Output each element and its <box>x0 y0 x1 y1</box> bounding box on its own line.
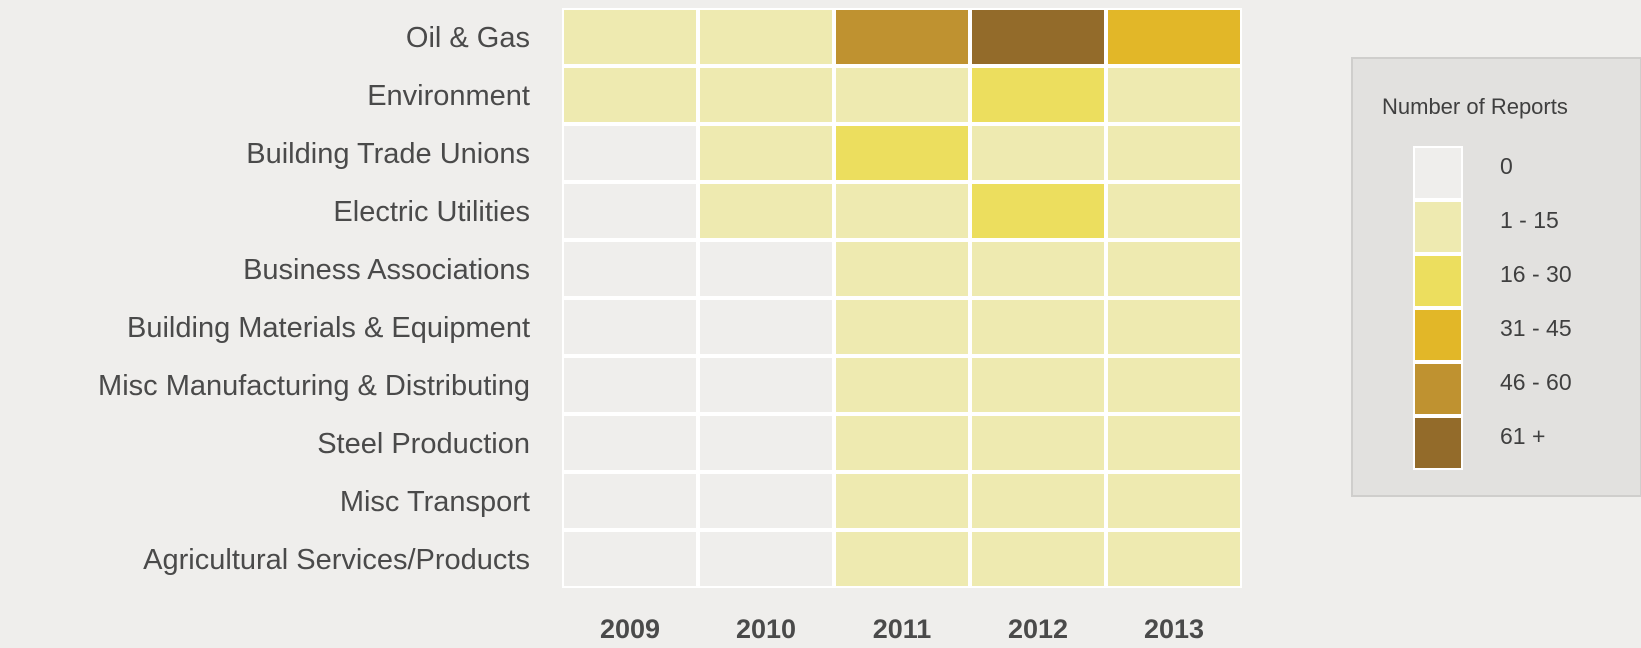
heatmap-cell <box>564 184 696 238</box>
heatmap-cell <box>1108 300 1240 354</box>
heatmap-cell <box>972 242 1104 296</box>
heatmap-cell <box>700 184 832 238</box>
heatmap-cell <box>1108 184 1240 238</box>
legend-items: 0 1 - 15 16 - 30 31 - 45 46 - 60 61 + <box>1413 146 1572 470</box>
heatmap-cell <box>972 126 1104 180</box>
column-labels: 2009 2010 2011 2012 2013 <box>600 614 1204 644</box>
heatmap-cell <box>836 126 968 180</box>
heatmap-cell <box>700 10 832 64</box>
row-label: Misc Manufacturing & Distributing <box>98 370 530 402</box>
heatmap-cell <box>836 532 968 586</box>
heatmap-cell <box>1108 474 1240 528</box>
heatmap-cell <box>564 532 696 586</box>
heatmap-cells <box>562 8 1242 588</box>
legend-swatch <box>1415 364 1461 414</box>
heatmap-cell <box>700 358 832 412</box>
heatmap-cell <box>1108 10 1240 64</box>
heatmap-cell <box>1108 126 1240 180</box>
heatmap-cell <box>836 10 968 64</box>
legend-swatch <box>1415 148 1461 198</box>
legend-swatch <box>1415 418 1461 468</box>
legend-swatch <box>1415 256 1461 306</box>
heatmap-cell <box>836 358 968 412</box>
legend-label: 0 <box>1500 153 1513 179</box>
column-label: 2013 <box>1144 614 1204 644</box>
heatmap-cell <box>836 300 968 354</box>
heatmap-cell <box>564 68 696 122</box>
heatmap-cell <box>1108 532 1240 586</box>
heatmap-cell <box>564 474 696 528</box>
heatmap-cell <box>564 126 696 180</box>
heatmap-cell <box>700 416 832 470</box>
legend: Number of Reports 0 1 - 15 16 - 30 31 - 45 4… <box>1351 57 1641 497</box>
legend-swatch-background <box>1413 146 1463 470</box>
heatmap-cell <box>564 10 696 64</box>
column-label: 2010 <box>736 614 796 644</box>
heatmap-cell <box>564 358 696 412</box>
legend-swatch <box>1415 310 1461 360</box>
heatmap-cell <box>972 358 1104 412</box>
heatmap-cell <box>700 126 832 180</box>
heatmap-cell <box>700 242 832 296</box>
legend-swatch <box>1415 202 1461 252</box>
row-label: Misc Transport <box>340 486 530 518</box>
column-label: 2009 <box>600 614 660 644</box>
heatmap-cell <box>836 416 968 470</box>
heatmap-cell <box>700 68 832 122</box>
row-label: Electric Utilities <box>333 196 530 228</box>
row-labels: Oil & Gas Environment Building Trade Union… <box>98 22 530 576</box>
heatmap-cell <box>564 300 696 354</box>
row-label: Agricultural Services/Products <box>143 544 530 576</box>
legend-label: 61 + <box>1500 423 1545 449</box>
heatmap-cell <box>836 68 968 122</box>
heatmap-cell <box>1108 358 1240 412</box>
column-label: 2011 <box>873 614 932 644</box>
row-label: Building Materials & Equipment <box>127 312 530 344</box>
heatmap-cell <box>836 474 968 528</box>
legend-box <box>1351 57 1641 497</box>
heatmap-cell <box>972 300 1104 354</box>
legend-label: 1 - 15 <box>1500 207 1559 233</box>
heatmap-cell <box>564 242 696 296</box>
legend-label: 31 - 45 <box>1500 315 1572 341</box>
heatmap-cell <box>1108 68 1240 122</box>
column-label: 2012 <box>1008 614 1068 644</box>
heatmap-cell <box>700 300 832 354</box>
heatmap-cell <box>972 184 1104 238</box>
row-label: Environment <box>367 80 530 112</box>
row-label: Building Trade Unions <box>246 138 530 170</box>
legend-label: 46 - 60 <box>1500 369 1572 395</box>
heatmap-cell <box>700 532 832 586</box>
heatmap-cell <box>972 532 1104 586</box>
row-label: Business Associations <box>243 254 530 286</box>
legend-label: 16 - 30 <box>1500 261 1572 287</box>
heatmap-cell <box>1108 242 1240 296</box>
heatmap-cell <box>836 184 968 238</box>
heatmap-cell <box>1108 416 1240 470</box>
heatmap-cell <box>564 416 696 470</box>
legend-title: Number of Reports <box>1382 94 1568 119</box>
heatmap-cell <box>972 10 1104 64</box>
heatmap-cell <box>972 416 1104 470</box>
heatmap-cell <box>972 68 1104 122</box>
heatmap-cell <box>836 242 968 296</box>
heatmap-cell <box>972 474 1104 528</box>
heatmap-cell <box>700 474 832 528</box>
row-label: Oil & Gas <box>406 22 530 54</box>
row-label: Steel Production <box>317 428 530 460</box>
